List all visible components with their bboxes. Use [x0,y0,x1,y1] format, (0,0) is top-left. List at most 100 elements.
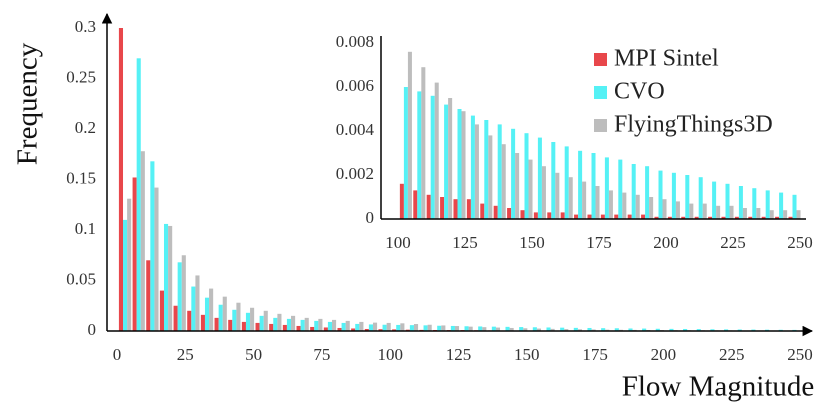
x-tick-label: 175 [582,345,608,364]
bar [591,153,596,219]
bar [427,324,432,331]
bar [413,324,419,331]
bar [641,214,646,219]
bar [737,329,742,331]
bar [314,320,319,331]
bar [310,326,315,331]
x-tick-label: 75 [313,345,330,364]
bar [277,313,282,331]
y-tick-label: 0 [88,320,97,339]
bar [345,320,350,331]
bar [537,137,542,219]
bar [501,144,506,219]
bar [685,175,690,219]
bar [702,203,707,219]
bar [560,212,565,219]
y-tick-label: 0.3 [75,17,96,36]
bar [738,186,743,219]
y-tick-label: 0.006 [336,76,374,95]
bar [480,203,485,219]
bar [541,166,546,219]
bar [515,153,520,219]
bar [708,216,713,219]
bar [491,326,496,331]
bar [532,327,537,331]
bar [450,325,455,331]
bar [241,321,246,331]
bar [332,319,337,331]
bar [716,205,721,219]
bar [437,325,442,331]
bar [468,326,473,331]
bar [734,216,739,219]
bar [765,190,770,219]
bar [775,216,780,219]
bar [407,51,412,219]
bar [729,205,734,219]
bar [649,197,654,219]
bar [608,190,613,219]
bar [470,115,475,219]
x-tick-label: 250 [787,345,813,364]
bar [614,214,619,219]
bar [214,317,219,331]
bar [783,210,788,219]
bar [520,210,525,219]
bar [519,327,524,331]
bar [440,197,445,219]
bar [426,194,431,219]
bar [658,170,663,219]
y-tick-label: 0.15 [66,168,96,187]
x-tick-label: 225 [720,233,746,252]
bar [635,194,640,219]
bar [403,87,408,219]
bar [386,322,391,331]
bar [444,104,449,219]
bar [232,309,237,331]
bar [724,329,729,331]
bar [523,328,528,331]
bar [269,323,274,331]
legend-swatch [594,86,607,99]
bar [675,201,680,219]
bar [430,95,435,219]
bar [497,124,502,219]
bar [694,216,699,219]
bar [645,166,650,219]
bar [669,328,674,331]
bar [250,307,255,331]
bar [493,205,498,219]
bar [756,208,761,219]
bar [712,181,717,219]
bar [417,91,422,219]
bar [286,318,292,331]
bar [698,177,703,219]
bar [372,322,378,331]
bar [222,296,227,331]
bar [173,305,178,331]
bar [505,326,510,331]
bar [351,328,356,331]
legend-swatch [594,53,607,66]
bar [399,183,404,219]
y-tick-label: 0.1 [75,219,96,238]
bar [127,198,132,331]
bar [228,319,233,331]
bar [355,323,360,331]
bar [323,327,328,331]
bar [457,109,462,219]
bar [582,181,587,219]
bar [478,326,483,331]
bar [779,192,784,219]
bar [136,58,141,332]
bar [642,328,647,331]
bar [259,315,264,331]
bar [614,328,619,331]
bar [627,214,632,219]
bar [255,322,260,331]
bar [177,262,182,331]
bar [396,324,401,331]
bar [689,203,694,219]
bar [204,297,210,331]
bar [209,288,214,331]
